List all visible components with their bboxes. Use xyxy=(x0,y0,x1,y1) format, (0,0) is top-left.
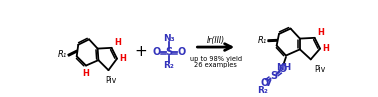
Text: Piv: Piv xyxy=(314,65,326,74)
Text: H: H xyxy=(82,69,89,78)
Text: H: H xyxy=(322,44,329,53)
Text: O: O xyxy=(152,47,161,57)
Text: up to 98% yield: up to 98% yield xyxy=(190,55,242,61)
Text: R₁: R₁ xyxy=(258,36,267,45)
Text: Ir(III): Ir(III) xyxy=(207,36,225,45)
Text: O: O xyxy=(177,47,186,57)
Text: Piv: Piv xyxy=(105,76,116,85)
Text: S: S xyxy=(165,47,172,57)
Text: H: H xyxy=(114,38,121,47)
Text: H: H xyxy=(119,54,126,63)
Text: O: O xyxy=(260,78,268,88)
Text: R₂: R₂ xyxy=(257,86,268,95)
Text: R₁: R₁ xyxy=(58,50,67,59)
Text: N₃: N₃ xyxy=(163,34,175,43)
Text: NH: NH xyxy=(276,63,291,72)
Text: O: O xyxy=(279,64,287,74)
Text: S: S xyxy=(270,71,277,81)
Text: R₂: R₂ xyxy=(164,61,174,70)
Text: H: H xyxy=(317,28,324,37)
Text: 26 examples: 26 examples xyxy=(194,62,237,68)
Text: +: + xyxy=(134,44,147,59)
